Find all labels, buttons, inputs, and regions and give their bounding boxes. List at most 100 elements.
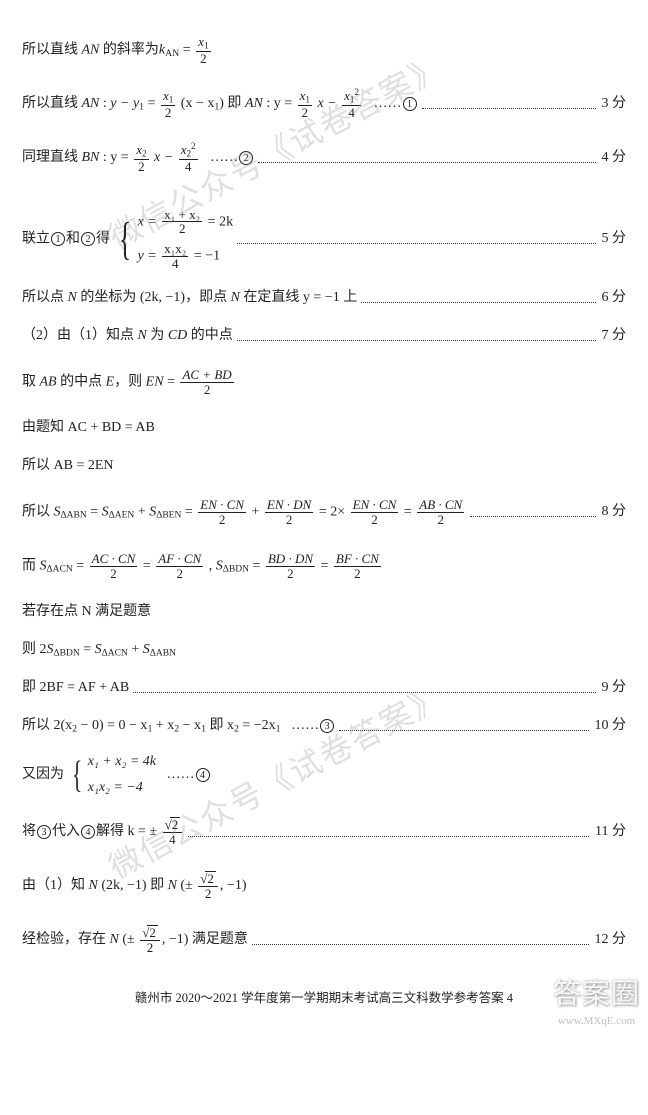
t: 2 [142,148,147,158]
t: 所以 [22,504,54,519]
t: 2 [351,512,399,527]
t: 将 [22,824,36,839]
brace-system: { x = x₁ + x₂2 = 2k y = x₁x₂4 = −1 [114,208,234,271]
page-footer: 赣州市 2020～2021 学年度第一学期期末考试高三文科数学参考答案 4 [22,990,626,1008]
text-line: 联立1和2得 { x = x₁ + x₂2 = 2k y = x₁x₂4 = −… [22,204,626,274]
t: 2 [162,221,202,236]
t: N [168,878,177,893]
t: 2 [180,382,233,397]
t: = [317,558,332,573]
t: = 2k [204,214,233,229]
t: 又因为 [22,767,64,782]
fraction: x12 [161,89,175,119]
points: 4 分 [602,148,627,168]
t: S [47,642,54,657]
t: （2）由（1）知点 [22,328,138,343]
eq-label: 4 [196,768,210,782]
t: 而 [22,558,40,573]
text-line: 取 AB 的中点 E，则 EN = AC + BD2 [22,360,626,404]
t: 2 [298,105,312,120]
text-line: （2）由（1）知点 N 为 CD 的中点 7 分 [22,322,626,350]
fraction: x12 [298,89,312,119]
t: N [138,328,147,343]
t: = [181,504,196,519]
text-line: 由（1）知 N (2k, −1) 即 N (± 22, −1) [22,864,626,908]
t: AN [165,48,179,59]
points: 8 分 [602,502,627,522]
t: S [216,558,223,573]
text-line: 若存在点 N 满足题意 [22,598,626,626]
t: www.MXqE.com [553,1014,640,1029]
leader [237,234,595,244]
t: 得 [96,231,110,246]
t: E [106,374,115,389]
text-line: 由题知 AC + BD = AB [22,414,626,442]
t: N [110,932,119,947]
t: 2 [156,566,203,581]
t: N [89,878,98,893]
t: x = [138,214,161,229]
t: 1 [305,94,310,104]
text-line: 所以 SΔABN = SΔAEN + SΔBEN = EN · CN2 + EN… [22,490,626,534]
text-line: 所以点 N 的坐标为 (2k, −1)，即点 N 在定直线 y = −1 上 6… [22,284,626,312]
fraction: x224 [179,142,198,173]
t: 1 [169,94,174,104]
t: + [248,504,263,519]
points: 11 分 [595,822,626,842]
t: = −2x [239,718,276,733]
t: x − [317,96,340,111]
t: 2 [196,51,210,66]
t: ΔABN [61,511,87,521]
t: (± [177,878,193,893]
text-line: 同理直线 BN : y = x22 x − x224 ……2 4 分 [22,136,626,180]
t: = [80,642,95,657]
fraction: x22 [134,143,148,173]
eq-label: 3 [320,719,334,733]
t: 所以点 [22,290,68,305]
t: ) 即 [219,96,245,111]
t: S [95,642,102,657]
text-line: 所以直线 AN : y − y1 = x12 (x − x1) 即 AN : y… [22,82,626,126]
points: 7 分 [602,326,627,346]
t: S [102,504,109,519]
t: EN · CN [198,498,246,512]
t: x₁x₂ [162,242,188,256]
t: 4 [162,256,188,271]
leader [237,331,596,341]
t: x₁ + x₂ = 4k [88,752,156,772]
t: + [134,504,149,519]
t: 2 [417,512,464,527]
t: AC · CN [90,552,138,566]
t: 4 [163,832,183,847]
leader [339,721,588,731]
t: AC + BD [180,368,233,382]
fraction: x124 [342,88,361,119]
leader [422,99,596,109]
t: 2 [191,141,196,151]
text-line: 所以直线 AN 的斜率为kAN = x12 [22,28,626,72]
t: 2 [265,512,313,527]
t: 同理直线 [22,150,82,165]
t: 为 [147,328,168,343]
t: = [87,504,102,519]
t: 4 [342,105,361,120]
t: 2 [90,566,138,581]
t: EN · DN [265,498,313,512]
leader [470,507,595,517]
t: 1 [276,723,281,734]
t: 经检验，存在 [22,932,110,947]
t: 2 [140,940,160,955]
t: 则 2 [22,642,47,657]
eq-label: 2 [239,151,253,165]
t: = [144,96,159,111]
leader [133,683,595,693]
t: 2 [134,159,148,174]
points: 12 分 [595,930,627,950]
t: 的坐标为 (2k, −1)，即点 [77,290,231,305]
t: AB · CN [417,498,464,512]
t: x − [154,150,177,165]
t: , −1) [220,878,247,893]
t: 若存在点 N 满足题意 [22,602,151,622]
text-line: 又因为 { x₁ + x₂ = 4k x₁x₂ = −4 ……4 [22,750,626,800]
t: (± [119,932,135,947]
